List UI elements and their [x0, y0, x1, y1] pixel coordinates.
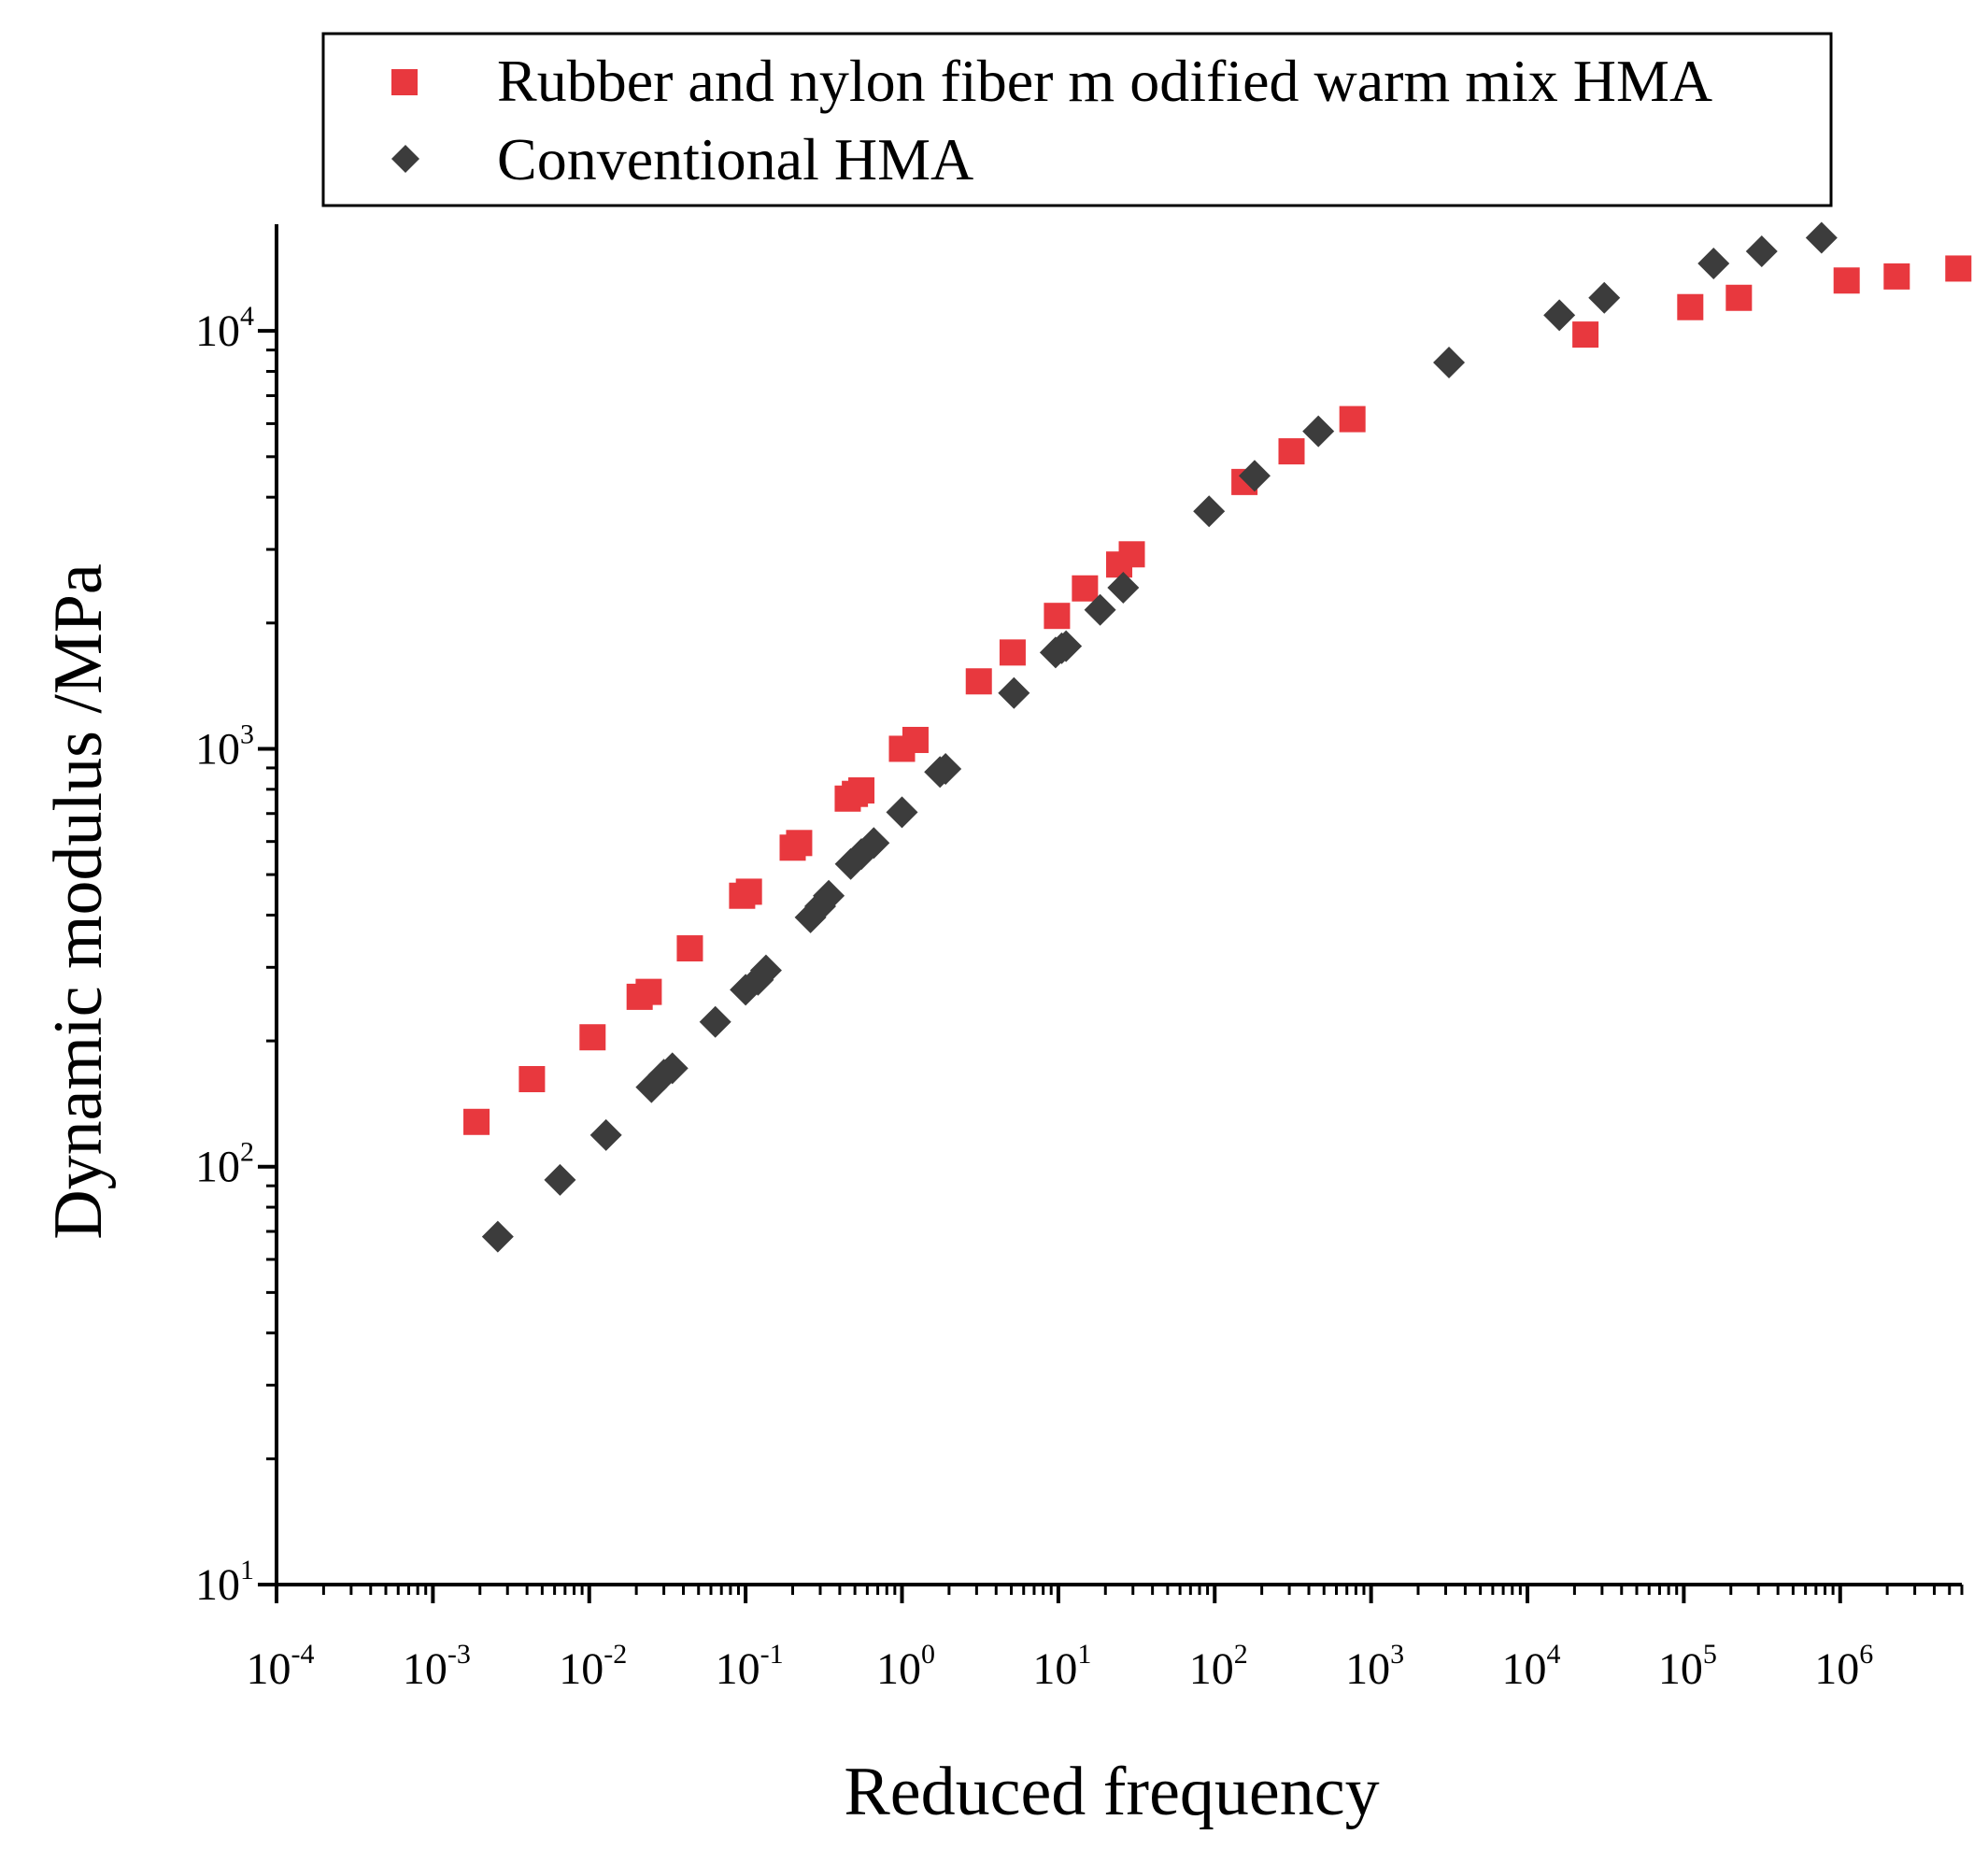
- point-conventional: [589, 1118, 622, 1151]
- legend-entry-conventional: Conventional HMA: [497, 126, 973, 192]
- point-conventional: [544, 1163, 576, 1196]
- point-conventional: [699, 1005, 731, 1038]
- point-rubber-nylon: [1725, 284, 1753, 311]
- y-tick-label: 102: [195, 1137, 254, 1192]
- x-tick-label: 10-4: [247, 1639, 315, 1694]
- legend-box: [321, 32, 1833, 207]
- point-rubber-nylon: [1044, 603, 1071, 630]
- point-conventional: [813, 879, 845, 912]
- point-rubber-nylon: [635, 978, 662, 1005]
- point-rubber-nylon: [965, 668, 992, 695]
- point-conventional: [749, 954, 782, 987]
- point-conventional: [1433, 347, 1466, 379]
- legend-marker-square: [391, 69, 418, 95]
- x-tick-label: 10-2: [559, 1639, 627, 1694]
- point-conventional: [1050, 630, 1083, 662]
- point-rubber-nylon: [1278, 438, 1305, 465]
- point-conventional: [1238, 460, 1271, 492]
- data-points: [463, 221, 1972, 1253]
- x-tick-label: 101: [1032, 1639, 1091, 1694]
- point-rubber-nylon: [1339, 405, 1366, 433]
- point-rubber-nylon: [579, 1024, 606, 1051]
- point-conventional: [858, 827, 890, 860]
- y-tick-label: 104: [195, 301, 254, 356]
- point-rubber-nylon: [1072, 575, 1099, 602]
- point-rubber-nylon: [463, 1108, 490, 1135]
- point-rubber-nylon: [786, 830, 813, 857]
- y-tick-labels: 101 102 103 104: [195, 301, 254, 1610]
- axis-ticks: [258, 329, 1964, 1603]
- point-rubber-nylon: [902, 726, 929, 753]
- point-conventional: [886, 796, 918, 829]
- x-tick-label: 100: [876, 1639, 935, 1694]
- x-tick-label: 102: [1189, 1639, 1248, 1694]
- point-conventional: [1107, 571, 1140, 604]
- x-tick-label: 10-1: [716, 1639, 784, 1694]
- point-rubber-nylon: [1118, 541, 1145, 568]
- x-axis-title: Reduced frequency: [844, 1754, 1379, 1830]
- point-rubber-nylon: [1572, 321, 1599, 348]
- point-rubber-nylon: [1883, 263, 1910, 290]
- point-rubber-nylon: [518, 1066, 546, 1093]
- x-tick-labels: 10-4 10-3 10-2 10-1 100 101 102 103 104 105 106: [247, 1639, 1874, 1694]
- legend: Rubber and nylon fiber m odified warm mi…: [321, 32, 1833, 207]
- x-tick-label: 106: [1814, 1639, 1873, 1694]
- x-tick-label: 104: [1502, 1639, 1561, 1694]
- point-conventional: [1302, 415, 1335, 448]
- legend-entry-rubber-nylon: Rubber and nylon fiber m odified warm mi…: [497, 48, 1712, 114]
- y-tick-label: 103: [195, 718, 254, 774]
- point-rubber-nylon: [676, 935, 703, 962]
- point-rubber-nylon: [999, 639, 1026, 666]
- point-conventional: [656, 1052, 689, 1085]
- point-rubber-nylon: [1945, 255, 1972, 282]
- point-conventional: [1084, 593, 1116, 626]
- point-conventional: [481, 1220, 514, 1253]
- point-conventional: [1193, 495, 1226, 528]
- point-conventional: [1697, 248, 1730, 280]
- point-rubber-nylon: [1833, 267, 1860, 294]
- point-rubber-nylon: [848, 777, 875, 804]
- point-rubber-nylon: [1677, 293, 1704, 320]
- x-tick-label: 103: [1345, 1639, 1404, 1694]
- x-tick-label: 105: [1658, 1639, 1717, 1694]
- point-conventional: [1588, 281, 1621, 314]
- point-conventional: [998, 676, 1030, 709]
- legend-marker-diamond: [391, 145, 419, 173]
- point-conventional: [1745, 235, 1778, 268]
- x-tick-label: 10-3: [403, 1639, 471, 1694]
- point-conventional: [1543, 299, 1576, 332]
- y-axis-title: Dynamic modulus /MPa: [40, 563, 117, 1240]
- point-rubber-nylon: [735, 878, 762, 905]
- y-tick-label: 101: [195, 1555, 254, 1610]
- point-conventional: [930, 752, 962, 785]
- point-conventional: [1805, 221, 1838, 254]
